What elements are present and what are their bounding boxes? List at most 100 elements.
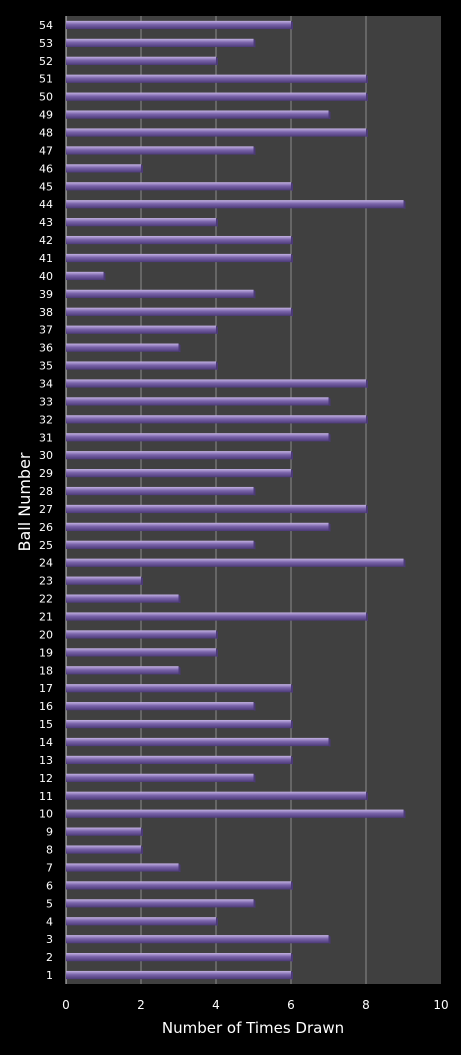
x-axis-label: Number of Times Drawn [162,1019,344,1037]
y-tick-label: 12 [39,772,53,785]
y-tick-label: 45 [39,180,53,193]
bar-rect [66,200,404,209]
bar-cap [178,594,181,604]
y-tick-label: 50 [39,91,53,104]
bar-rect [66,486,254,496]
y-tick-label: 32 [39,413,53,426]
bar [66,522,331,532]
bar-cap [291,235,293,245]
bar [66,755,293,765]
bar [66,666,181,675]
bar-rect [66,540,254,549]
y-tick-label: 19 [39,646,53,659]
bar-rect [66,953,291,962]
x-tick-label: 8 [362,998,370,1012]
bar-cap [253,899,256,908]
bar-rect [66,343,179,352]
bar-cap [141,827,143,837]
bar [66,218,218,227]
bar-cap [216,325,218,335]
y-tick-label: 5 [46,897,53,910]
bar-cap [216,917,218,926]
bar-cap [366,74,368,84]
bar-cap [291,881,293,891]
bar-rect [66,755,291,765]
bar-cap [403,558,406,568]
y-tick-label: 21 [39,611,53,624]
bar [66,146,256,156]
bar-rect [66,827,141,836]
bar [66,307,293,317]
bar-cap [366,791,368,801]
bar-rect [66,56,216,65]
bar [66,576,143,586]
bar-rect [66,307,291,316]
plot-area [66,16,441,984]
bar-cap [291,719,293,729]
bar [66,20,293,30]
bar-cap [291,953,293,962]
bar [66,917,218,926]
bar-rect [66,612,366,621]
bar-rect [66,38,254,47]
bar [66,253,293,263]
bar [66,325,218,335]
y-tick-label: 34 [39,377,53,390]
bar-cap [328,397,331,407]
y-tick-label: 38 [39,306,53,319]
y-tick-label: 9 [46,826,53,839]
bar [66,881,293,891]
bar [66,56,218,66]
y-tick-label: 29 [39,467,53,480]
y-tick-label: 49 [39,109,53,122]
y-tick-label: 44 [39,198,53,211]
bar-rect [66,92,366,101]
bar-rect [66,666,179,675]
bar-cap [291,451,293,460]
bar [66,719,293,729]
y-tick-label: 1 [46,969,53,982]
y-tick-label: 18 [39,664,53,677]
x-tick-label: 4 [212,998,220,1012]
y-tick-label: 24 [39,557,53,570]
y-tick-label: 28 [39,485,53,498]
bar-cap [253,38,256,48]
bar-cap [253,702,256,711]
bar-cap [366,379,368,389]
bar-cap [216,56,218,66]
bar [66,630,218,640]
bar [66,38,256,48]
bar-cap [178,863,181,873]
bar-rect [66,235,291,245]
bar-rect [66,809,404,818]
y-tick-label: 33 [39,395,53,408]
bar-cap [291,253,293,263]
y-tick-label: 46 [39,162,53,175]
y-tick-label: 16 [39,700,53,713]
bar-rect [66,218,216,227]
bar-cap [366,612,368,622]
bar-cap [403,809,406,819]
bar-cap [141,845,143,855]
bar-cap [178,666,181,675]
bar [66,451,293,460]
y-tick-label: 53 [39,37,53,50]
bar-cap [253,146,256,156]
bar-rect [66,648,216,657]
bar [66,397,331,407]
y-tick-label: 27 [39,503,53,516]
bar-rect [66,271,104,281]
bar [66,612,368,622]
bar-cap [216,218,218,227]
bar [66,684,293,693]
bar [66,486,256,496]
y-tick-label: 52 [39,55,53,68]
bar [66,74,368,84]
bar-cap [141,164,143,173]
y-tick-label: 36 [39,342,53,355]
bar-cap [328,433,331,442]
bar-rect [66,451,291,460]
y-axis-label: Ball Number [15,452,34,551]
bar [66,845,143,855]
bar [66,164,143,173]
